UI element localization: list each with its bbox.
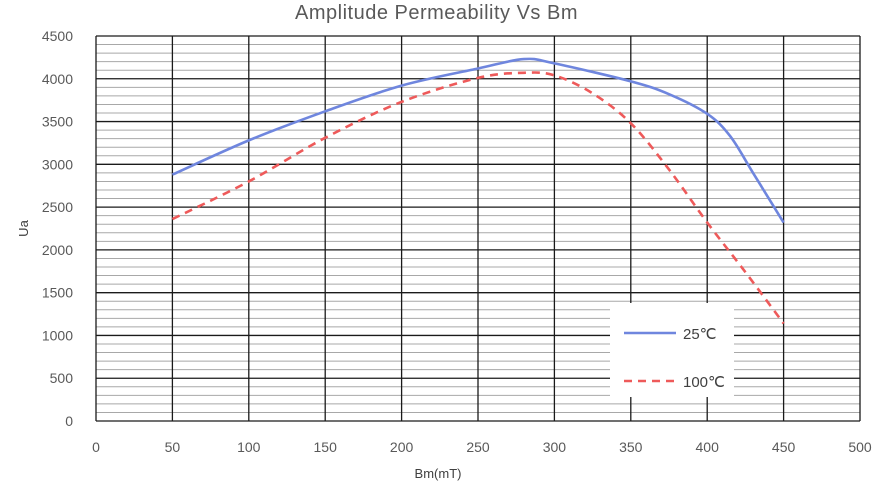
x-tick-label: 250 (466, 439, 490, 455)
y-tick-label: 2500 (42, 199, 73, 215)
major-gridlines (95, 35, 861, 422)
x-tick-label: 450 (772, 439, 796, 455)
y-tick-label: 3500 (42, 114, 73, 130)
y-axis-title: Ua (16, 219, 31, 236)
x-tick-label: 100 (237, 439, 261, 455)
x-tick-label: 0 (92, 439, 100, 455)
y-tick-labels: 0 500 1000 1500 2000 2500 3000 3500 4000 4500 (42, 28, 73, 429)
y-tick-label: 4000 (42, 71, 73, 87)
y-tick-label: 1500 (42, 285, 73, 301)
y-tick-label: 3000 (42, 156, 73, 172)
x-tick-label: 500 (848, 439, 872, 455)
x-tick-label: 400 (696, 439, 720, 455)
series-layer (171, 57, 785, 325)
chart-title: Amplitude Permeability Vs Bm (295, 2, 578, 24)
y-tick-label: 500 (50, 370, 74, 386)
x-axis-title: Bm(mT) (415, 466, 462, 481)
y-tick-label: 2000 (42, 242, 73, 258)
x-tick-label: 350 (619, 439, 643, 455)
x-tick-label: 200 (390, 439, 414, 455)
series-line-25c (171, 57, 785, 224)
x-tick-label: 150 (314, 439, 338, 455)
x-tick-labels: 0 50 100 150 200 250 300 350 400 450 500 (92, 439, 872, 455)
y-tick-label: 0 (65, 413, 73, 429)
series-line-100c (171, 71, 785, 325)
x-tick-label: 300 (543, 439, 567, 455)
legend-label-100c: 100℃ (683, 374, 725, 391)
y-tick-label: 4500 (42, 28, 73, 44)
x-tick-label: 50 (165, 439, 181, 455)
legend-label-25c: 25℃ (683, 326, 717, 343)
y-tick-label: 1000 (42, 327, 73, 343)
legend: 25℃ 100℃ (610, 303, 734, 397)
